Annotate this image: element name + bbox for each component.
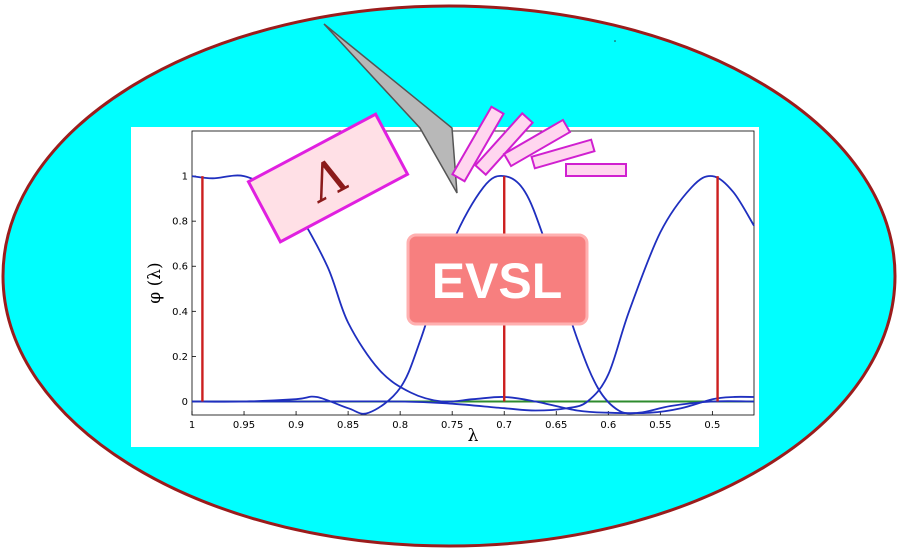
fan-rect-3	[502, 118, 572, 168]
y-tick-label: 1	[182, 172, 188, 183]
x-tick-label: 0.65	[545, 420, 567, 431]
plot-content	[191, 174, 755, 415]
lambda-badge: Λ	[246, 112, 410, 244]
filter-curve-3	[192, 175, 755, 412]
x-tick-label: 1	[189, 420, 195, 431]
x-tick-label: 0.85	[337, 420, 359, 431]
y-tick-label: 0	[182, 397, 188, 408]
fan-rect-1	[451, 105, 505, 183]
evsl-logo: EVSL	[406, 233, 589, 326]
y-tick-label: 0.2	[172, 352, 188, 363]
x-axis-label: λ	[468, 426, 479, 446]
y-tick-label: 0.4	[172, 307, 188, 318]
filter-curve-2	[191, 174, 755, 415]
y-axis-label: φ (λ)	[145, 262, 165, 303]
x-tick-label: 0.9	[288, 420, 304, 431]
y-tick-label: 0.6	[172, 262, 188, 273]
x-tick-label: 0.55	[649, 420, 671, 431]
lambda-badge-box	[246, 112, 410, 244]
x-tick-label: 0.6	[600, 420, 616, 431]
x-tick-label: 0.95	[233, 420, 255, 431]
x-axis-ticks: 1 0.95 0.9 0.85 0.8 0.75 0.7 0.65 0.6 0.55 0.5	[189, 411, 720, 431]
fan-rect-5	[565, 163, 627, 177]
x-tick-label: 0.75	[441, 420, 463, 431]
evsl-logo-text: EVSL	[432, 253, 563, 309]
speech-pointer-shape	[323, 23, 458, 194]
fan-rect-2	[473, 111, 535, 177]
x-tick-label: 0.8	[392, 420, 408, 431]
fanned-rectangles	[451, 105, 627, 183]
evsl-logo-box	[406, 233, 589, 326]
fan-rect-4	[530, 138, 596, 170]
y-tick-label: 0.8	[172, 217, 188, 228]
stray-dot	[614, 40, 616, 42]
x-tick-label: 0.5	[704, 420, 720, 431]
x-tick-label: 0.7	[496, 420, 512, 431]
